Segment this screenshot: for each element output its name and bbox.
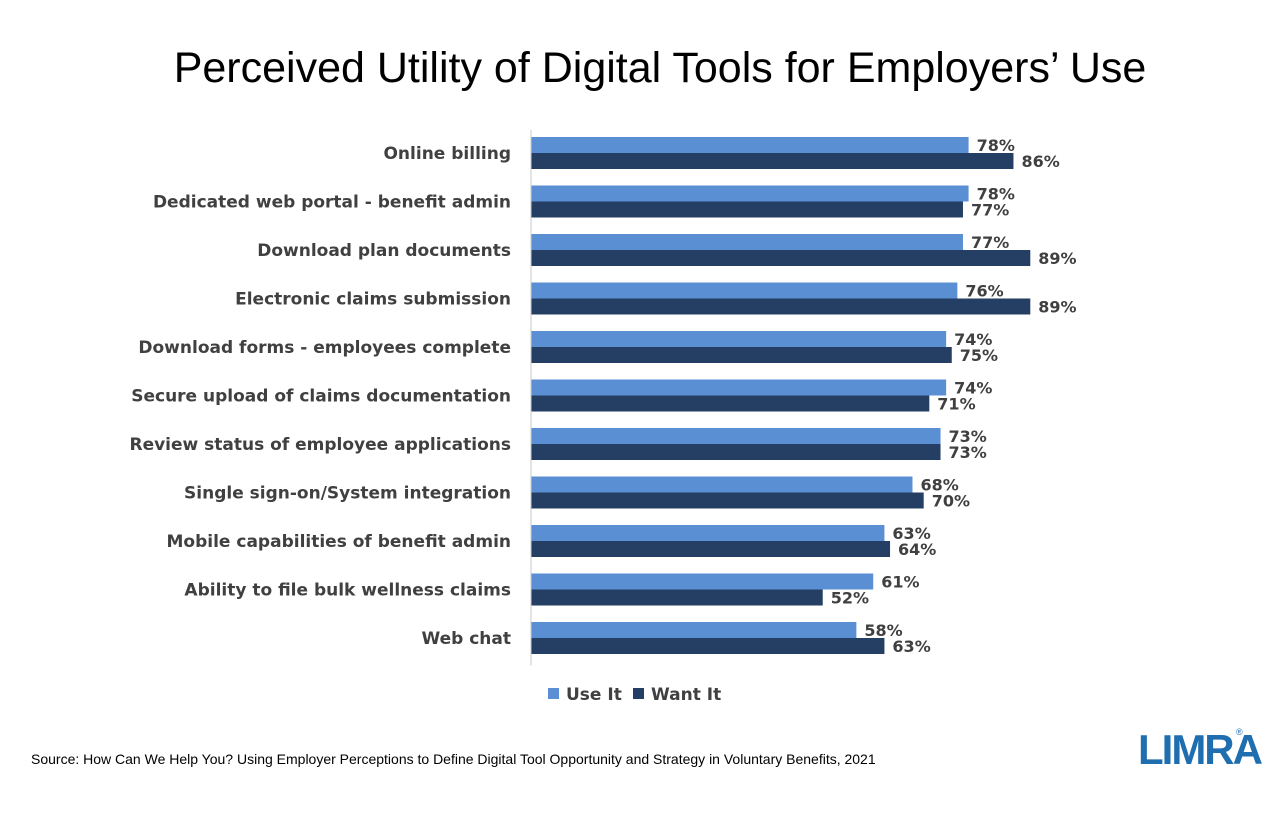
category-label: Online billing bbox=[383, 144, 511, 164]
want-it-value-label: 73% bbox=[949, 443, 987, 462]
use-it-bar bbox=[531, 573, 874, 590]
legend-label-use-it: Use It bbox=[566, 685, 622, 705]
category-labels: Online billing Dedicated web portal - ben… bbox=[129, 144, 511, 649]
use-it-value-label: 63% bbox=[892, 524, 930, 543]
bar-chart: Online billing Dedicated web portal - ben… bbox=[129, 130, 1077, 705]
use-it-value-label: 74% bbox=[954, 379, 992, 398]
legend-label-want-it: Want It bbox=[651, 685, 721, 705]
use-it-bar bbox=[531, 525, 885, 541]
use-it-bar bbox=[531, 622, 857, 638]
limra-logo: LIMRA ® bbox=[1138, 727, 1263, 773]
use-it-bar bbox=[531, 379, 947, 396]
legend-swatch-want-it bbox=[633, 688, 644, 699]
legend: Use It Want It bbox=[548, 685, 721, 705]
value-labels: 78%86%78%77%77%89%76%89%74%75%74%71%73%7… bbox=[831, 136, 1077, 656]
want-it-bar bbox=[531, 541, 891, 557]
use-it-bar bbox=[531, 428, 941, 444]
want-it-bar bbox=[531, 395, 930, 412]
use-it-value-label: 68% bbox=[920, 476, 958, 495]
category-label: Web chat bbox=[421, 629, 511, 649]
category-label: Dedicated web portal - benefit admin bbox=[153, 193, 511, 213]
want-it-value-label: 70% bbox=[932, 492, 970, 511]
want-it-bar bbox=[531, 638, 885, 654]
bars bbox=[531, 137, 1031, 654]
want-it-bar bbox=[531, 492, 924, 509]
use-it-bar bbox=[531, 282, 958, 299]
use-it-bar bbox=[531, 331, 947, 347]
want-it-value-label: 52% bbox=[831, 589, 869, 608]
want-it-value-label: 71% bbox=[937, 395, 975, 414]
category-label: Mobile capabilities of benefit admin bbox=[167, 532, 511, 552]
category-label: Ability to file bulk wellness claims bbox=[184, 581, 511, 601]
category-label: Secure upload of claims documentation bbox=[131, 387, 511, 407]
want-it-value-label: 64% bbox=[898, 540, 936, 559]
chart-title: Perceived Utility of Digital Tools for E… bbox=[173, 44, 1147, 92]
want-it-bar bbox=[531, 347, 952, 363]
use-it-value-label: 58% bbox=[864, 621, 902, 640]
want-it-value-label: 89% bbox=[1038, 298, 1076, 317]
want-it-bar bbox=[531, 589, 823, 606]
category-label: Review status of employee applications bbox=[129, 435, 511, 455]
use-it-value-label: 78% bbox=[977, 185, 1015, 204]
want-it-value-label: 89% bbox=[1038, 249, 1076, 268]
use-it-value-label: 74% bbox=[954, 330, 992, 349]
use-it-value-label: 78% bbox=[977, 136, 1015, 155]
want-it-bar bbox=[531, 444, 941, 460]
use-it-bar bbox=[531, 476, 913, 493]
use-it-bar bbox=[531, 185, 969, 202]
use-it-value-label: 73% bbox=[949, 427, 987, 446]
want-it-bar bbox=[531, 298, 1031, 315]
use-it-value-label: 61% bbox=[881, 573, 919, 592]
want-it-value-label: 86% bbox=[1021, 152, 1059, 171]
use-it-bar bbox=[531, 137, 969, 153]
category-label: Download forms - employees complete bbox=[138, 338, 511, 358]
category-label: Single sign-on/System integration bbox=[184, 484, 511, 504]
use-it-value-label: 77% bbox=[971, 233, 1009, 252]
want-it-value-label: 75% bbox=[960, 346, 998, 365]
logo-wordmark: LIMRA bbox=[1138, 726, 1263, 773]
want-it-bar bbox=[531, 153, 1014, 169]
use-it-bar bbox=[531, 234, 963, 250]
category-label: Electronic claims submission bbox=[235, 290, 511, 310]
category-label: Download plan documents bbox=[257, 241, 511, 261]
use-it-value-label: 76% bbox=[965, 282, 1003, 301]
want-it-value-label: 63% bbox=[892, 637, 930, 656]
source-note: Source: How Can We Help You? Using Emplo… bbox=[31, 751, 876, 767]
want-it-bar bbox=[531, 250, 1031, 266]
want-it-bar bbox=[531, 201, 963, 218]
logo-registered-mark: ® bbox=[1236, 727, 1243, 737]
legend-swatch-use-it bbox=[548, 688, 559, 699]
want-it-value-label: 77% bbox=[971, 201, 1009, 220]
